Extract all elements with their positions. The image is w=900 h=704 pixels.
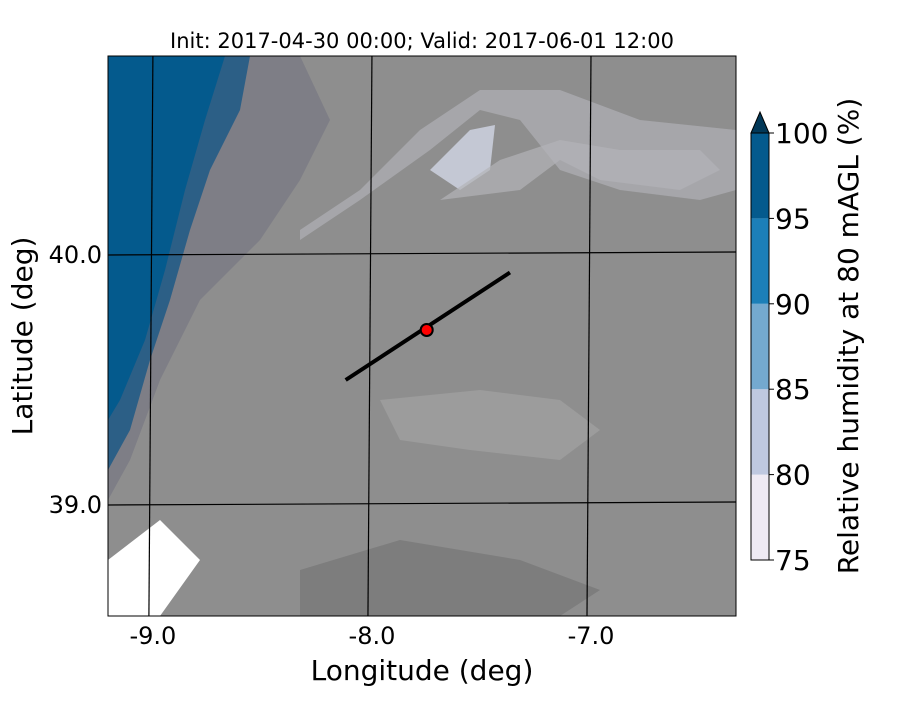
map-frame xyxy=(107,55,737,617)
colorbar-tick-label: 75 xyxy=(775,544,811,577)
colorbar-bin xyxy=(751,389,769,475)
colorbar-extend xyxy=(750,110,770,134)
grid-line xyxy=(107,251,737,256)
title: Init: 2017-04-30 00:00; Valid: 2017-06-0… xyxy=(170,29,674,53)
site-point xyxy=(419,323,434,337)
colorbar-bin xyxy=(751,474,769,560)
x-tick-label: -8.0 xyxy=(349,622,396,650)
grid-line xyxy=(367,55,373,617)
colorbar-label: Relative humidity at 80 mAGL (%) xyxy=(832,98,865,575)
grid-line xyxy=(586,55,592,617)
colorbar-frame xyxy=(750,132,770,561)
terrain xyxy=(108,56,736,616)
colorbar-tick-label: 100 xyxy=(775,117,828,150)
colorbar-bin xyxy=(751,218,769,304)
y-axis-label: Latitude (deg) xyxy=(6,237,39,436)
x-axis-label: Longitude (deg) xyxy=(311,654,534,687)
colorbar-tick-label: 95 xyxy=(775,202,811,235)
x-tick-label: -7.0 xyxy=(568,622,615,650)
colorbar-bin xyxy=(751,133,769,219)
y-tick-label: 40.0 xyxy=(49,241,102,269)
colorbar-tick-label: 80 xyxy=(775,459,811,492)
grid-line xyxy=(148,55,154,617)
x-tick-label: -9.0 xyxy=(129,622,176,650)
grid-line xyxy=(107,501,737,506)
y-tick-label: 39.0 xyxy=(49,491,102,519)
colorbar-tick-label: 90 xyxy=(775,288,811,321)
colorbar-tick-label: 85 xyxy=(775,373,811,406)
colorbar-bin xyxy=(751,303,769,390)
